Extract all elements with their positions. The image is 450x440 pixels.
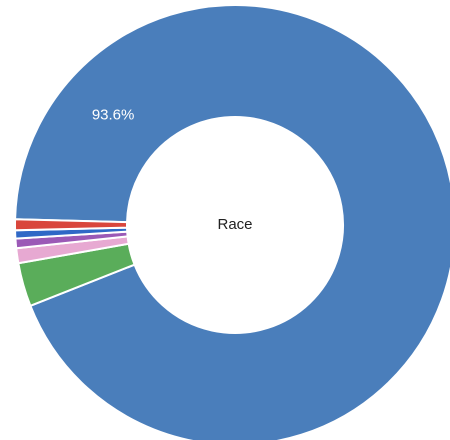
center-label: Race — [217, 216, 252, 233]
donut-slice-5 — [14, 218, 129, 232]
slices-group — [14, 4, 450, 440]
labels-group: 93.6% — [92, 106, 135, 123]
slice-value-label-0: 93.6% — [92, 106, 135, 123]
donut-slice-0 — [14, 4, 450, 440]
